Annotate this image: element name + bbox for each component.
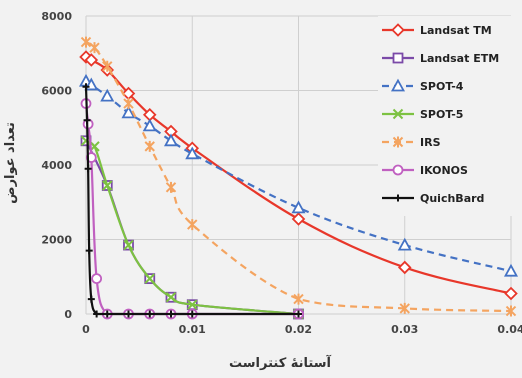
legend-marker-landsat-tm <box>391 23 405 37</box>
y-tick-label: 8000 <box>41 10 72 23</box>
series-layer <box>78 36 519 320</box>
x-tick-label: 0.04 <box>497 323 522 336</box>
data-point-spot-4 <box>100 88 115 102</box>
x-tick-label: 0.03 <box>391 323 418 336</box>
series-irs <box>80 36 517 317</box>
legend-label-ikonos: IKONOS <box>420 164 468 177</box>
data-point-irs <box>165 181 177 193</box>
data-point-landsat-tm <box>397 260 412 275</box>
data-point-landsat-tm <box>84 53 99 67</box>
data-point-spot-4 <box>397 237 412 251</box>
legend-item-landsat-etm: Landsat ETM <box>382 52 499 65</box>
legend-label-quichbard: QuichBard <box>420 192 484 205</box>
legend-item-spot-5: SPOT-5 <box>382 108 463 121</box>
legend-marker-ikonos <box>392 164 404 176</box>
legend-item-quichbard: QuichBard <box>382 192 484 205</box>
data-point-irs <box>102 60 113 72</box>
data-point-spot-5 <box>102 180 113 191</box>
data-point-irs <box>80 36 92 48</box>
data-point-irs <box>187 219 198 231</box>
data-point-quichbard <box>295 310 302 318</box>
legend-label-spot-4: SPOT-4 <box>420 80 464 93</box>
data-point-spot-4 <box>121 105 136 119</box>
legend-label-landsat-tm: Landsat TM <box>420 24 492 37</box>
x-tick-label: 0 <box>82 323 90 336</box>
data-point-irs <box>123 98 134 110</box>
legend-marker-quichbard <box>394 194 402 202</box>
x-tick-label: 0.01 <box>179 323 206 336</box>
data-point-quichbard <box>87 295 95 303</box>
series-spot-4 <box>78 73 519 277</box>
data-point-landsat-tm <box>291 212 306 226</box>
y-tick-label: 6000 <box>41 85 72 98</box>
legend-item-ikonos: IKONOS <box>382 164 468 177</box>
legend-label-spot-5: SPOT-5 <box>420 108 463 121</box>
data-point-spot-4 <box>163 133 179 147</box>
axis-tick-labels: 0 2000 4000 6000 8000 0 0.01 0.02 0.03 0.04 <box>41 10 522 336</box>
data-point-quichbard <box>85 247 93 255</box>
data-point-spot-5 <box>144 273 155 284</box>
legend-marker-landsat-etm <box>392 52 404 64</box>
y-tick-label: 4000 <box>41 159 72 172</box>
data-point-irs <box>505 305 517 317</box>
legend-label-landsat-etm: Landsat ETM <box>420 52 499 65</box>
data-point-spot-4 <box>503 263 519 277</box>
data-point-irs <box>399 302 410 314</box>
data-point-spot-4 <box>142 118 157 132</box>
data-point-irs <box>144 140 155 152</box>
legend: Landsat TM Landsat ETM SPOT-4 SPOT-5 IRS IKON… <box>378 16 518 216</box>
data-point-quichbard <box>146 310 154 318</box>
legend-item-spot-4: SPOT-4 <box>382 78 464 93</box>
data-point-spot-4 <box>291 200 306 214</box>
data-point-landsat-tm <box>504 286 518 301</box>
data-point-quichbard <box>83 116 91 124</box>
y-tick-label: 2000 <box>41 234 72 247</box>
data-point-irs <box>89 42 100 54</box>
data-point-quichbard <box>103 310 111 318</box>
series-landsat-tm <box>79 50 518 301</box>
data-point-spot-5 <box>187 299 198 310</box>
series-quichbard <box>82 83 302 318</box>
data-point-quichbard <box>84 165 92 173</box>
legend-item-irs: IRS <box>382 136 441 149</box>
x-tick-label: 0.02 <box>285 323 312 336</box>
y-tick-label: 0 <box>64 308 72 321</box>
data-point-spot-5 <box>165 292 177 303</box>
y-axis-title: تعداد عوارض <box>3 122 18 204</box>
legend-marker-spot-4 <box>390 78 406 92</box>
data-point-quichbard <box>93 310 101 318</box>
data-point-quichbard <box>188 310 196 318</box>
x-axis-title: آستانهٔ کنتراست <box>229 354 332 371</box>
legend-marker-spot-5 <box>392 108 404 120</box>
data-point-spot-5 <box>123 239 134 251</box>
data-point-quichbard <box>167 310 175 318</box>
legend-label-irs: IRS <box>420 136 441 149</box>
data-point-quichbard <box>82 83 90 91</box>
legend-marker-irs <box>392 136 404 148</box>
data-point-spot-4 <box>185 146 200 160</box>
data-point-irs <box>293 293 304 305</box>
data-point-ikonos <box>91 273 103 285</box>
data-point-quichbard <box>125 310 132 318</box>
legend-item-landsat-tm: Landsat TM <box>382 23 492 37</box>
